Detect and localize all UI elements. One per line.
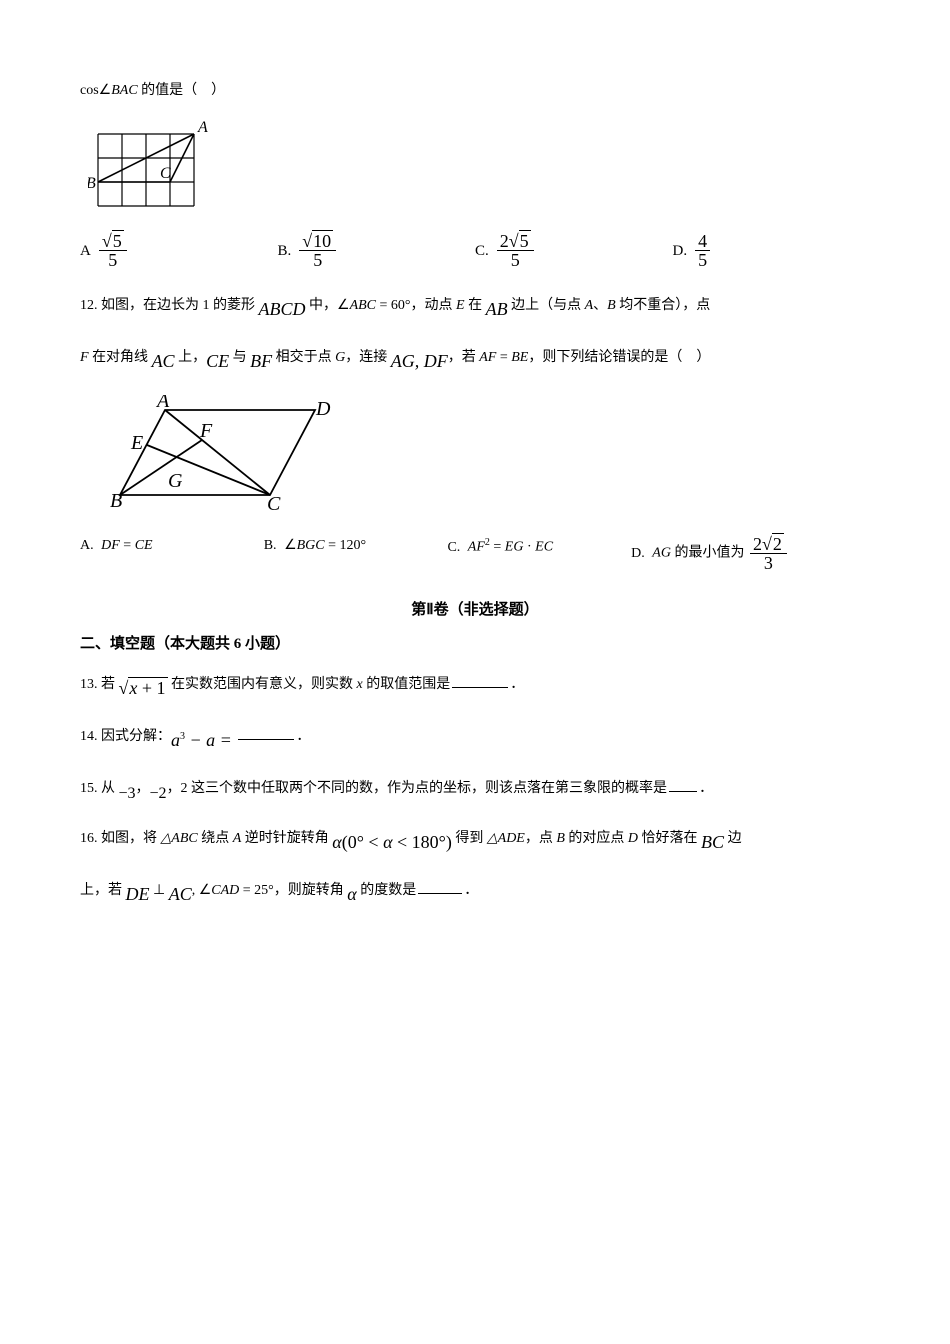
svg-text:B: B (110, 490, 122, 512)
q12-options: A. DF = CE B. ∠BGC = 120° C. AF2 = EG · … (80, 535, 870, 572)
q11-options: A √55 B. √105 C. 2√55 D. 45 (80, 232, 870, 269)
q11-option-A: A √55 (80, 232, 278, 269)
svg-text:F: F (199, 420, 213, 442)
q12-figure: A D B C E F G (110, 395, 870, 515)
q11-cos: cos∠BAC (80, 83, 141, 98)
q12-option-D: D. AG 的最小值为 2√23 (631, 535, 870, 572)
svg-text:C: C (267, 493, 281, 515)
q12-option-A: A. DF = CE (80, 535, 264, 572)
q12-option-B: B. ∠BGC = 120° (264, 535, 448, 572)
q15-blank (669, 778, 697, 792)
q11-option-C: C. 2√55 (475, 232, 673, 269)
q11-label-B: B (88, 175, 96, 192)
section-2-title: 第Ⅱ卷（非选择题） (80, 598, 870, 622)
q13: 13. 若 √x + 1 在实数范围内有意义，则实数 x 的取值范围是． (80, 670, 870, 708)
svg-text:E: E (130, 432, 143, 454)
fill-blank-title: 二、填空题（本大题共 6 小题） (80, 632, 870, 656)
q15: 15. 从 −3，−2，2 这三个数中任取两个不同的数，作为点的坐标，则该点落在… (80, 774, 870, 811)
q11-intro-text: 的值是（ ） (141, 83, 225, 98)
q11-option-D: D. 45 (673, 232, 871, 269)
q11-intro: cos∠BAC 的值是（ ） (80, 80, 870, 102)
q16-line2: 上，若 DE ⊥ AC, ∠CAD = 25°，则旋转角 α 的度数是． (80, 876, 870, 914)
q16-line1: 16. 如图，将 △ABC 绕点 A 逆时针旋转角 α(0° < α < 180… (80, 824, 870, 862)
q11-option-B: B. √105 (278, 232, 476, 269)
q12-line2: F 在对角线 AC 上，CE 与 BF 相交于点 G，连接 AG, DF，若 A… (80, 343, 870, 381)
q12-line1: 12. 如图，在边长为 1 的菱形 ABCD 中，∠ABC = 60°，动点 E… (80, 291, 870, 329)
q11-label-A: A (197, 119, 208, 136)
svg-text:G: G (168, 470, 183, 492)
q12-option-C: C. AF2 = EG · EC (447, 535, 631, 572)
q16-blank (418, 880, 462, 894)
q13-blank (452, 674, 508, 688)
svg-text:D: D (315, 398, 331, 420)
q11-label-C: C (160, 165, 171, 182)
q14: 14. 因式分解：a3 − a = ． (80, 722, 870, 760)
q14-blank (238, 726, 294, 740)
q11-figure: A B C (88, 114, 870, 214)
svg-text:A: A (155, 395, 170, 412)
